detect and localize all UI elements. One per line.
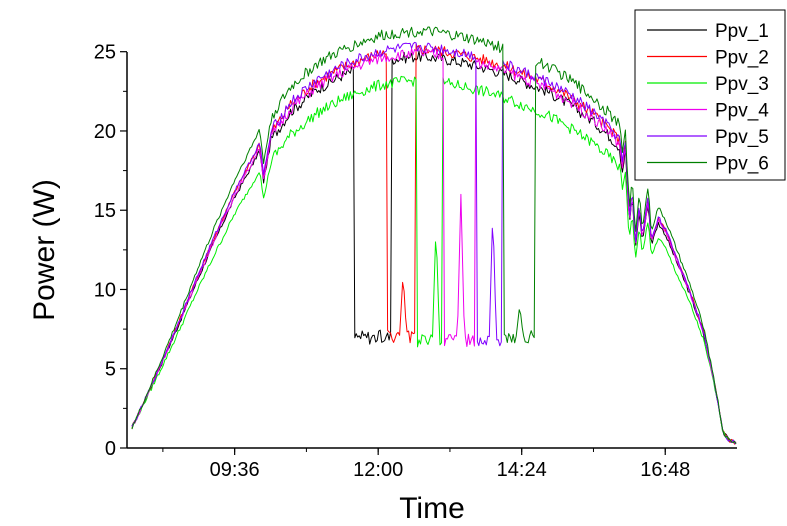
legend-label: Ppv_5	[715, 127, 769, 148]
legend-label: Ppv_3	[715, 74, 769, 95]
series-line-ppv_6	[131, 26, 737, 444]
x-tick-label: 16:48	[640, 459, 690, 481]
y-axis-title: Power (W)	[28, 179, 61, 321]
legend-box	[634, 9, 786, 181]
legend-label: Ppv_4	[715, 101, 769, 122]
legend-label: Ppv_2	[715, 48, 769, 69]
plot-area: 09:36 12:00 14:24 16:48 0 5 10 15 20 25	[94, 26, 737, 481]
legend-label: Ppv_1	[715, 21, 769, 42]
y-tick-label: 20	[94, 121, 116, 143]
legend-items: Ppv_1 Ppv_2 Ppv_3 Ppv_4 Ppv_5 Ppv_6	[647, 21, 769, 175]
y-tick-label: 15	[94, 200, 116, 222]
y-tick-label: 25	[94, 42, 116, 64]
series-line-ppv_5	[131, 41, 737, 445]
x-tick-label: 14:24	[497, 459, 547, 481]
x-axis-title: Time	[399, 492, 465, 525]
y-tick-label: 10	[94, 279, 116, 301]
legend: Ppv_1 Ppv_2 Ppv_3 Ppv_4 Ppv_5 Ppv_6	[634, 9, 786, 181]
y-tick-label: 5	[105, 359, 116, 381]
x-tick-label: 09:36	[210, 459, 260, 481]
x-ticks: 09:36 12:00 14:24 16:48	[162, 448, 690, 481]
series-layer	[131, 26, 737, 445]
y-ticks: 0 5 10 15 20 25	[94, 42, 127, 460]
legend-label: Ppv_6	[715, 154, 769, 175]
series-line-ppv_3	[131, 75, 737, 445]
y-tick-label: 0	[105, 438, 116, 460]
x-tick-label: 12:00	[353, 459, 403, 481]
